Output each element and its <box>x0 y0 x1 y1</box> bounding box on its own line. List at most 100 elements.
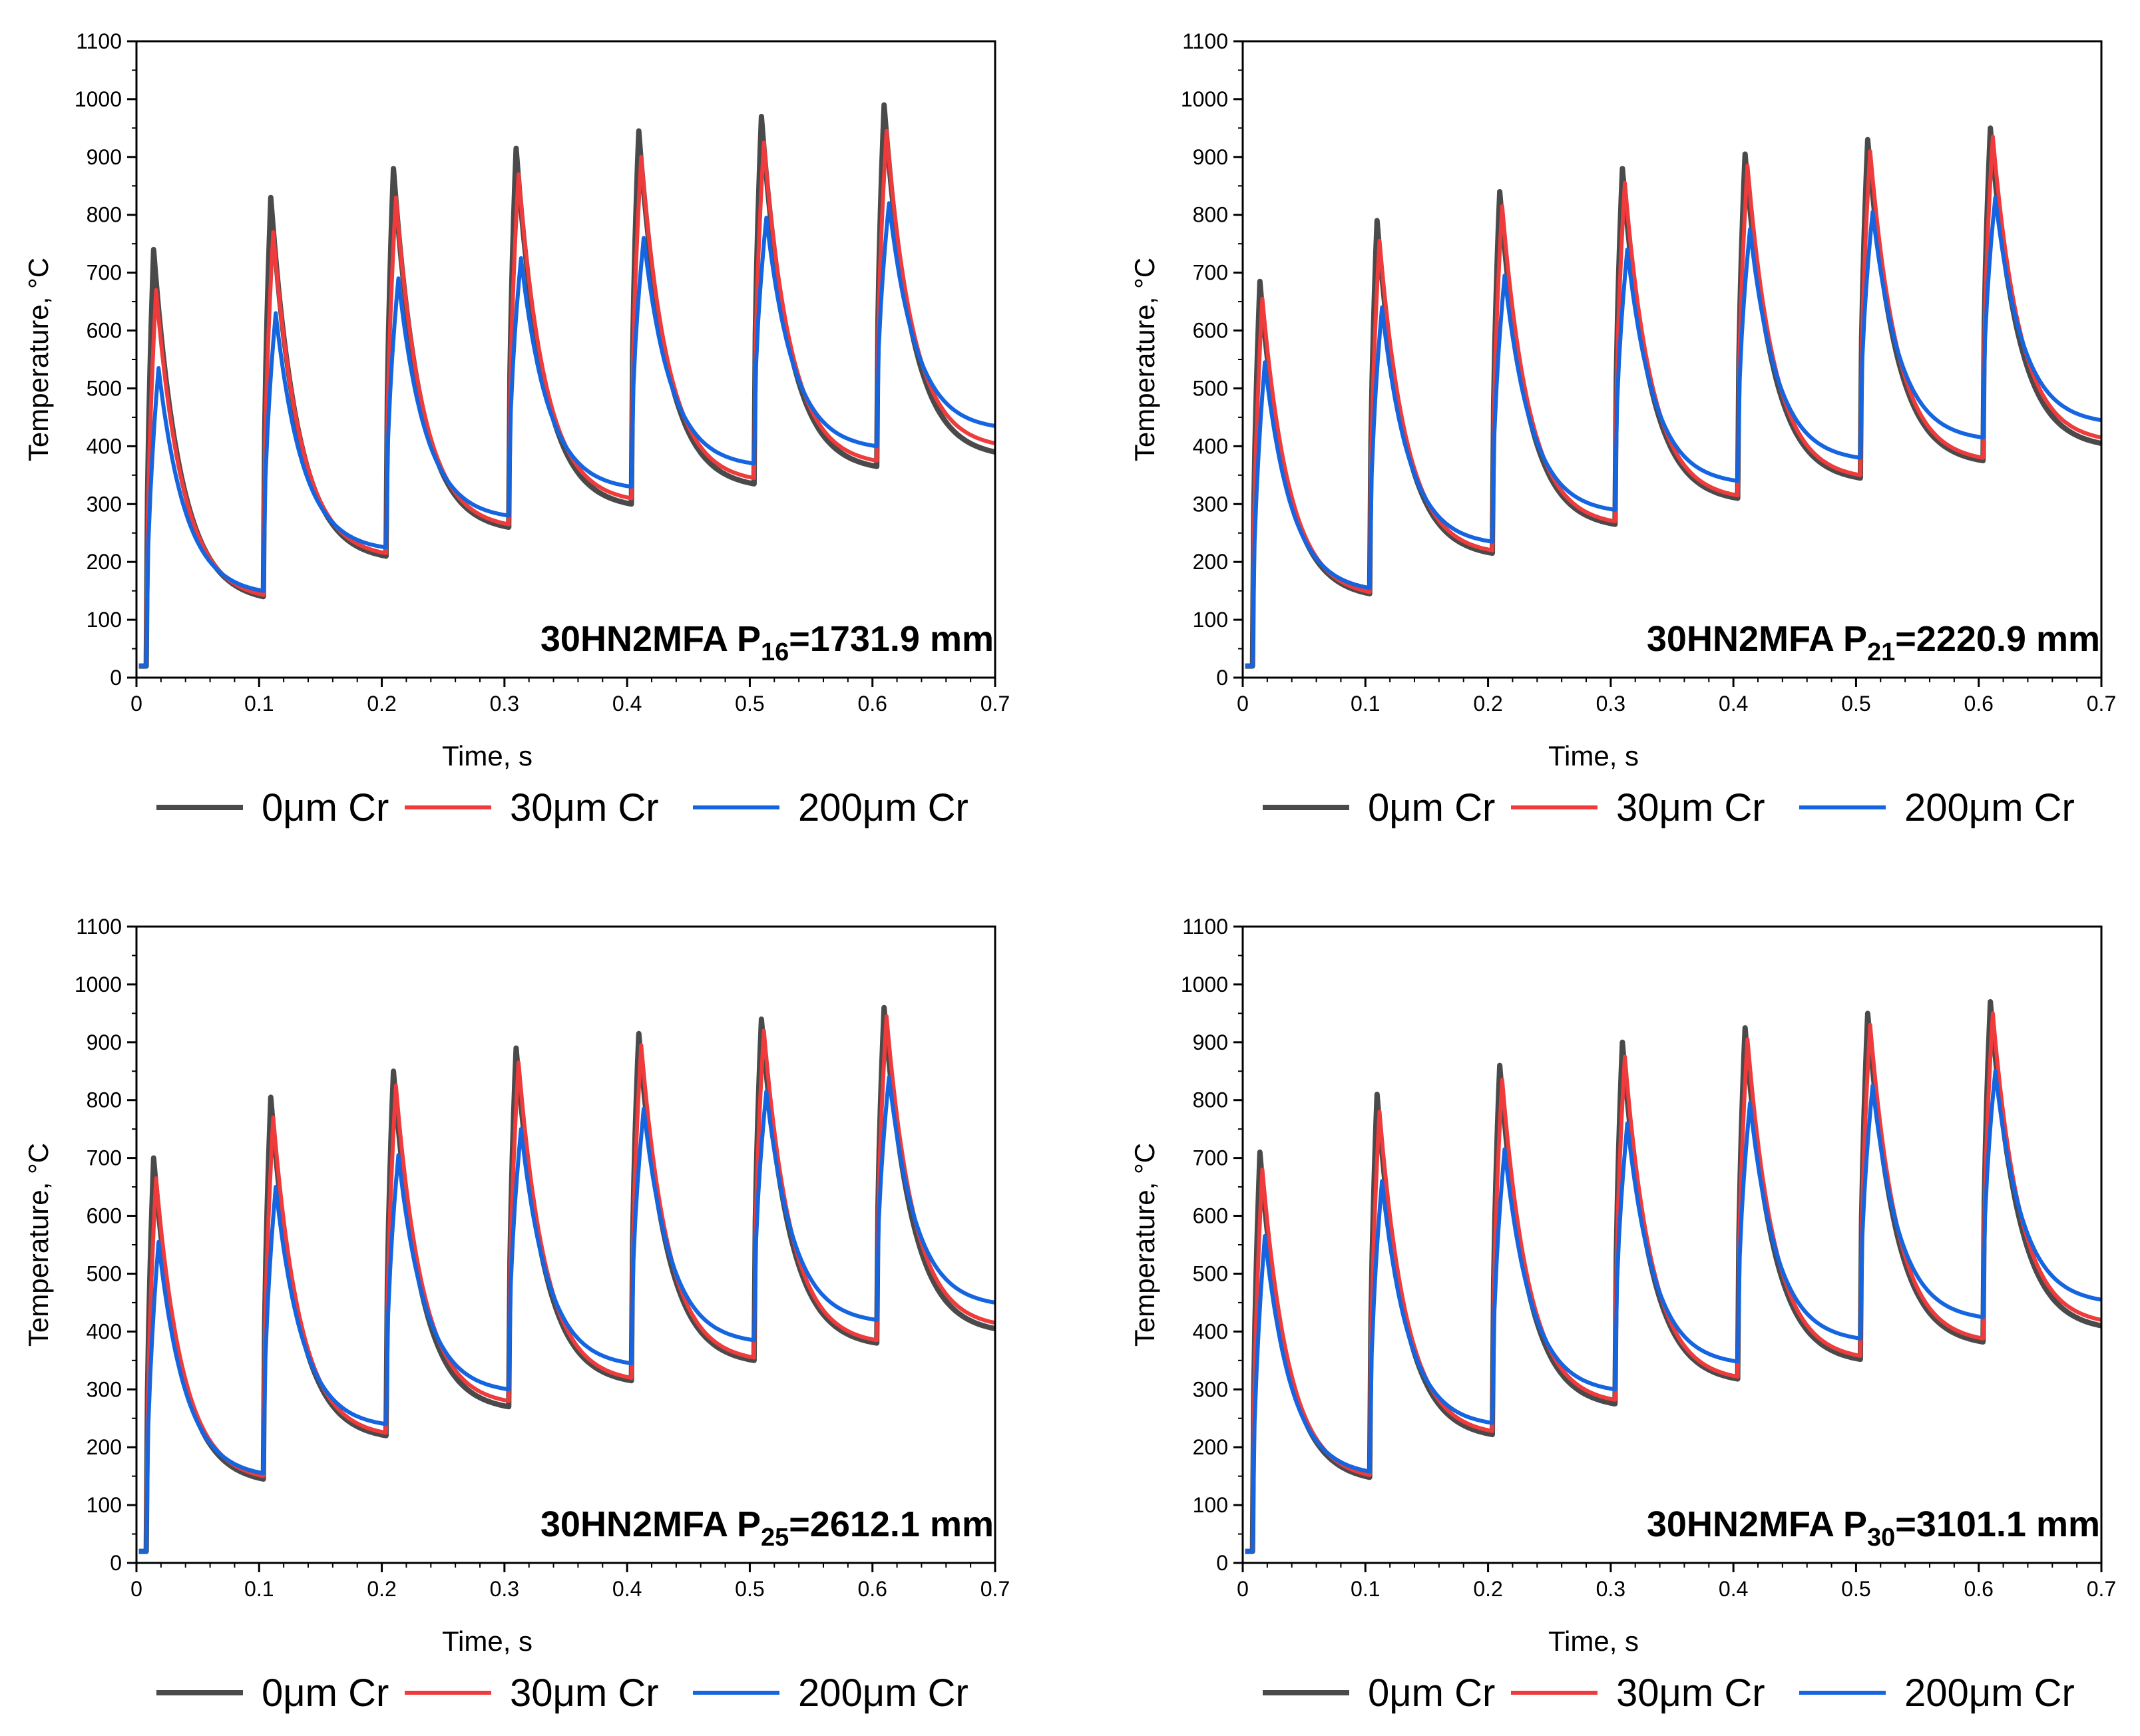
x-tick-label: 0.2 <box>367 692 396 716</box>
annotation-text: 30HN2MFA P <box>1647 1504 1867 1544</box>
annotation-suffix: =2612.1 mm <box>789 1504 994 1544</box>
legend-label: 200μm Cr <box>1904 786 2075 829</box>
annotation-label: 30HN2MFA P21=2220.9 mm <box>1647 619 2100 666</box>
panel-2220-9mm: 0 0.1 0.2 0.3 0.4 0.5 0.6 0.7 0 100 200 300 400 500 60… <box>1129 29 2116 829</box>
y-tick-label: 400 <box>87 1319 122 1343</box>
x-axis-title: Time, s <box>1548 740 1639 771</box>
x-axis-title: Time, s <box>1548 1626 1639 1657</box>
annotation-label: 30HN2MFA P16=1731.9 mm <box>540 619 994 666</box>
annotation-subscript: 25 <box>761 1524 789 1552</box>
x-tick-label: 0.1 <box>1351 1577 1380 1601</box>
y-tick-label: 1000 <box>75 973 122 996</box>
annotation-subscript: 30 <box>1867 1524 1895 1552</box>
x-tick-label: 0.3 <box>490 1577 519 1601</box>
y-tick-label: 900 <box>1193 1030 1228 1054</box>
legend-label: 30μm Cr <box>1616 1671 1765 1715</box>
y-tick-label: 400 <box>1193 1319 1228 1343</box>
x-tick-label: 0.5 <box>735 1577 764 1601</box>
y-tick-label: 100 <box>87 1493 122 1517</box>
y-axis-title: Temperature, °C <box>1129 1143 1160 1347</box>
y-tick-label: 600 <box>1193 319 1228 343</box>
y-tick-label: 100 <box>1193 1493 1228 1517</box>
plot-frame <box>1241 925 2103 1564</box>
annotation-suffix: =1731.9 mm <box>789 619 994 659</box>
y-tick-label: 1000 <box>1181 87 1228 111</box>
y-tick-label: 300 <box>87 1377 122 1401</box>
x-tick-label: 0.6 <box>1964 692 1993 716</box>
legend-label: 30μm Cr <box>510 786 659 829</box>
x-tick-label: 0.3 <box>1596 692 1625 716</box>
annotation-text: 30HN2MFA P <box>1647 619 1867 659</box>
y-tick-label: 200 <box>1193 550 1228 574</box>
legend-label: 0μm Cr <box>262 1671 389 1715</box>
y-tick-label: 400 <box>1193 434 1228 458</box>
x-tick-label: 0.4 <box>612 1577 642 1601</box>
x-tick-label: 0.7 <box>980 1577 1010 1601</box>
x-axis-title: Time, s <box>442 1626 533 1657</box>
y-tick-label: 600 <box>87 1204 122 1228</box>
y-tick-label: 1000 <box>75 87 122 111</box>
y-tick-label: 500 <box>1193 1261 1228 1285</box>
y-tick-label: 700 <box>87 1146 122 1170</box>
y-axis-title: Temperature, °C <box>23 258 54 461</box>
y-tick-label: 100 <box>1193 608 1228 632</box>
series-line-200-m-cr <box>1245 195 2101 668</box>
x-tick-label: 0.6 <box>1964 1577 1993 1601</box>
x-tick-label: 0 <box>130 692 142 716</box>
y-tick-label: 0 <box>110 1551 122 1575</box>
annotation-text: 30HN2MFA P <box>540 619 761 659</box>
y-tick-label: 500 <box>1193 376 1228 400</box>
y-tick-label: 600 <box>1193 1204 1228 1228</box>
series-line-30-m-cr <box>1245 134 2101 668</box>
annotation-subscript: 21 <box>1867 638 1895 666</box>
x-tick-label: 0.4 <box>612 692 642 716</box>
y-tick-label: 900 <box>87 145 122 169</box>
legend-label: 0μm Cr <box>262 786 389 829</box>
y-tick-label: 700 <box>1193 261 1228 285</box>
y-tick-label: 0 <box>1216 1551 1228 1575</box>
y-tick-label: 200 <box>87 550 122 574</box>
series-line-200-m-cr <box>138 1075 995 1554</box>
series-line-30-m-cr <box>138 1014 995 1554</box>
annotation-suffix: =2220.9 mm <box>1895 619 2100 659</box>
y-axis-title: Temperature, °C <box>1129 258 1160 461</box>
y-tick-label: 600 <box>87 319 122 343</box>
x-tick-label: 0.7 <box>2087 692 2116 716</box>
x-tick-label: 0.1 <box>244 692 274 716</box>
plot-frame <box>135 40 996 679</box>
y-tick-label: 700 <box>1193 1146 1228 1170</box>
x-tick-label: 0.2 <box>367 1577 396 1601</box>
x-axis-title: Time, s <box>442 740 533 771</box>
y-tick-label: 300 <box>87 492 122 516</box>
legend-label: 0μm Cr <box>1368 1671 1495 1715</box>
y-tick-label: 800 <box>1193 203 1228 227</box>
y-tick-label: 900 <box>1193 145 1228 169</box>
x-tick-label: 0.7 <box>2087 1577 2116 1601</box>
y-tick-label: 300 <box>1193 492 1228 516</box>
series-line-200-m-cr <box>138 201 995 668</box>
x-tick-label: 0.3 <box>490 692 519 716</box>
plot-frame <box>1241 40 2103 679</box>
y-tick-label: 500 <box>87 1261 122 1285</box>
x-tick-label: 0 <box>130 1577 142 1601</box>
x-tick-label: 0.1 <box>1351 692 1380 716</box>
annotation-text: 30HN2MFA P <box>540 1504 761 1544</box>
x-tick-label: 0.7 <box>980 692 1010 716</box>
y-tick-label: 100 <box>87 608 122 632</box>
y-tick-label: 0 <box>110 666 122 690</box>
plot-frame <box>135 925 996 1564</box>
y-tick-label: 200 <box>1193 1435 1228 1459</box>
y-tick-label: 300 <box>1193 1377 1228 1401</box>
x-tick-label: 0.2 <box>1473 692 1502 716</box>
y-tick-label: 200 <box>87 1435 122 1459</box>
x-tick-label: 0.5 <box>735 692 764 716</box>
annotation-subscript: 16 <box>761 638 789 666</box>
series-line-200-m-cr <box>1245 1069 2101 1554</box>
y-tick-label: 700 <box>87 261 122 285</box>
legend-label: 200μm Cr <box>798 1671 968 1715</box>
panel-2612-1mm: 0 0.1 0.2 0.3 0.4 0.5 0.6 0.7 0 100 200 300 400 500 60… <box>23 915 1010 1715</box>
y-tick-label: 400 <box>87 434 122 458</box>
x-tick-label: 0.6 <box>857 692 887 716</box>
x-tick-label: 0.2 <box>1473 1577 1502 1601</box>
panel-1731-9mm: 0 0.1 0.2 0.3 0.4 0.5 0.6 0.7 0 100 200 300 400 500 60… <box>23 29 1010 829</box>
